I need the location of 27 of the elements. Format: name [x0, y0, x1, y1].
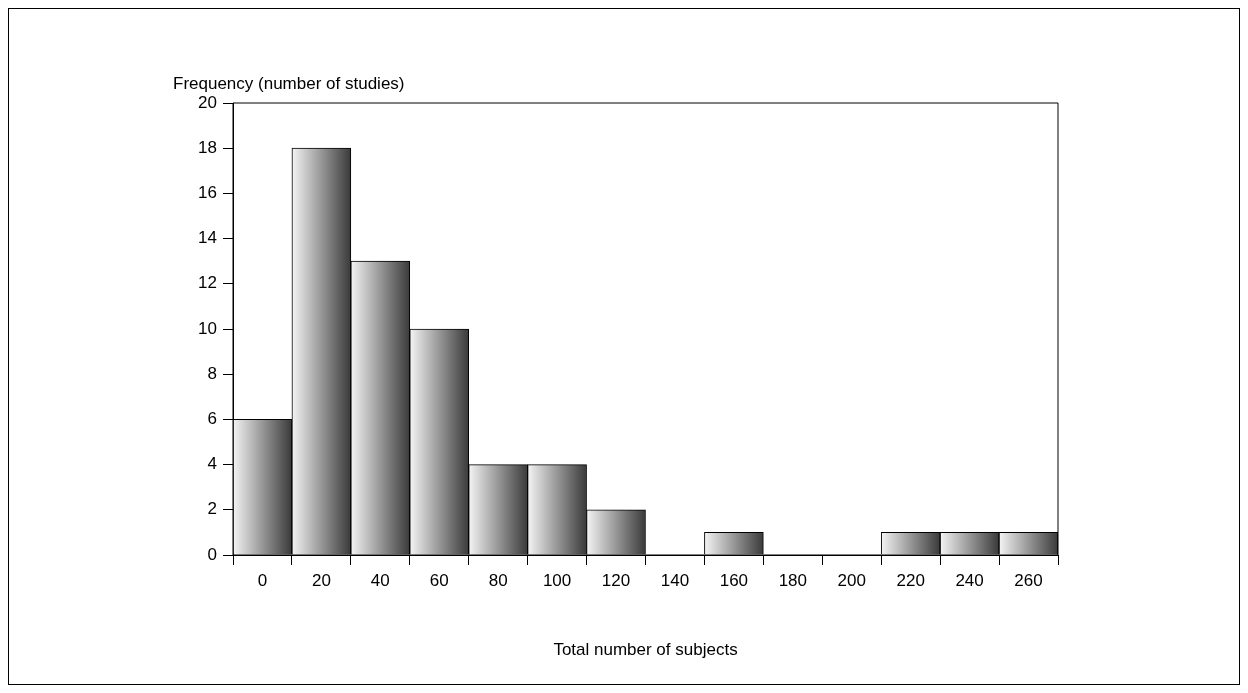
- x-tick-label: 140: [660, 570, 690, 590]
- y-tick-label: 2: [207, 499, 217, 519]
- x-tick-label: 180: [778, 570, 808, 590]
- y-tick-label: 4: [207, 454, 217, 474]
- y-tick-label: 12: [198, 273, 217, 293]
- y-tick-label: 0: [207, 544, 217, 564]
- y-tick-label: 8: [207, 363, 217, 383]
- x-tick-label: 20: [311, 570, 331, 590]
- x-axis-title: Total number of subjects: [553, 640, 738, 660]
- x-tick-label: 0: [257, 570, 268, 590]
- y-axis-title: Frequency (number of studies): [173, 74, 405, 94]
- y-tick-label: 20: [198, 92, 217, 112]
- x-tick-label: 200: [837, 570, 866, 590]
- x-tick-label: 220: [896, 570, 925, 590]
- x-tick-label: 260: [1014, 570, 1043, 590]
- y-tick-label: 6: [207, 409, 217, 429]
- y-tick-label: 10: [198, 318, 217, 338]
- x-tick-label: 240: [955, 570, 984, 590]
- x-tick-label: 40: [370, 570, 390, 590]
- x-tick-label: 160: [719, 570, 749, 590]
- y-tick-label: 14: [198, 228, 217, 248]
- x-tick-label: 60: [429, 570, 449, 590]
- y-tick-label: 18: [198, 137, 217, 157]
- x-tick-label: 120: [601, 570, 631, 590]
- y-tick-label: 16: [198, 183, 217, 203]
- x-tick-label: 80: [488, 570, 508, 590]
- x-tick-label: 100: [542, 570, 572, 590]
